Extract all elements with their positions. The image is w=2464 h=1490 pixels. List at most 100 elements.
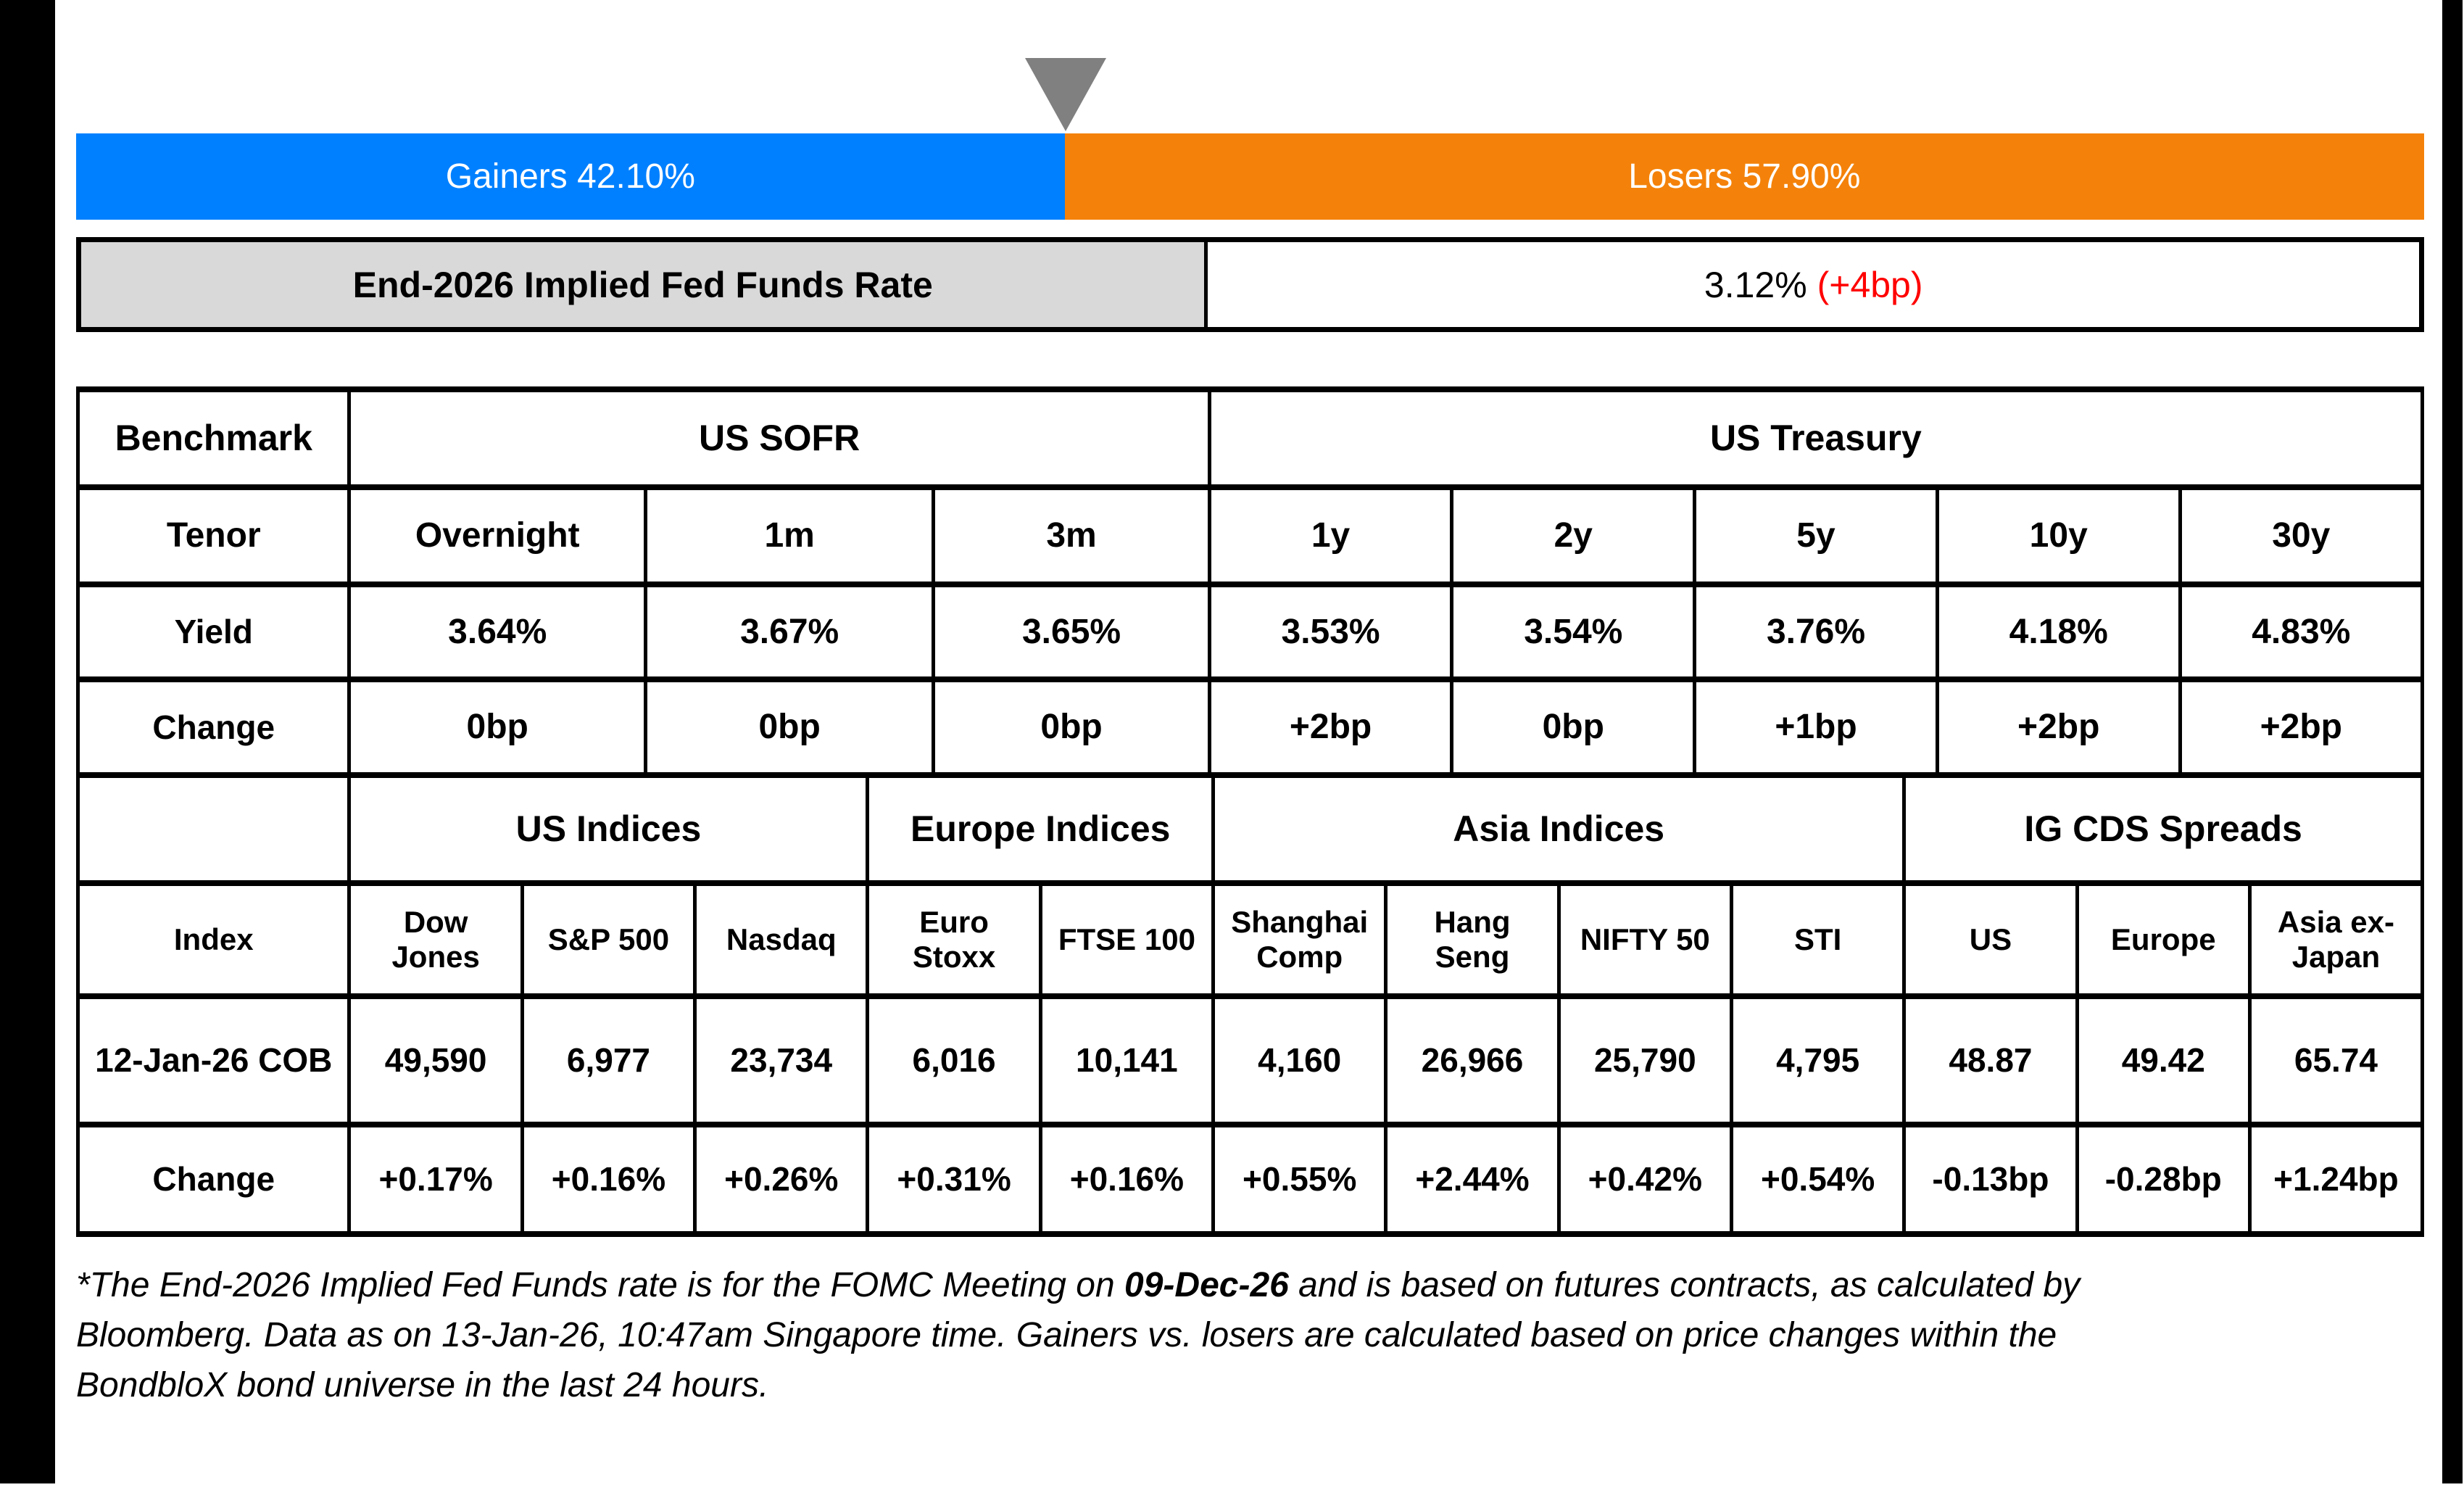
tenor-header-cell: 1y: [1207, 484, 1454, 587]
tenor-header-cell: 1m: [643, 484, 936, 587]
indices-empty-corner-cell: [75, 772, 352, 886]
gainers-label: Gainers 42.10%: [445, 157, 695, 196]
index-value-cell: 48.87: [1902, 993, 2079, 1127]
index-value-cell: 6,016: [866, 993, 1042, 1127]
benchmark-change-cell: 0bp: [643, 676, 936, 778]
tenor-header-cell: 3m: [932, 484, 1211, 587]
ig-cds-spreads-group-header: IG CDS Spreads: [1902, 772, 2424, 886]
index-value-cell: 26,966: [1384, 993, 1561, 1127]
index-change-cell: -0.28bp: [2075, 1122, 2252, 1237]
index-header-cell: Hang Seng: [1384, 880, 1561, 999]
cob-date-label-cell: 12-Jan-26 COB: [75, 993, 352, 1127]
index-header-row: Index Dow Jones S&P 500 Nasdaq Euro Stox…: [75, 880, 2425, 999]
index-change-label-cell: Change: [75, 1122, 352, 1237]
tenor-header-cell: 10y: [1935, 484, 2182, 587]
yield-value-cell: 4.18%: [1935, 581, 2182, 682]
us-sofr-group-header: US SOFR: [347, 386, 1211, 490]
us-indices-group-header: US Indices: [347, 772, 870, 886]
benchmark-change-cell: 0bp: [1450, 676, 1697, 778]
benchmark-change-cell: 0bp: [932, 676, 1211, 778]
index-change-cell: +1.24bp: [2247, 1122, 2425, 1237]
europe-indices-group-header: Europe Indices: [866, 772, 1216, 886]
index-change-cell: +0.17%: [347, 1122, 524, 1237]
fed-funds-strip: End-2026 Implied Fed Funds Rate 3.12% (+…: [76, 237, 2424, 332]
yield-row: Yield 3.64% 3.67% 3.65% 3.53% 3.54% 3.76…: [75, 581, 2425, 682]
tenor-header-cell: Overnight: [347, 484, 647, 587]
index-change-cell: +0.55%: [1211, 1122, 1388, 1237]
benchmark-change-cell: +2bp: [1207, 676, 1454, 778]
index-header-cell: Asia ex- Japan: [2247, 880, 2425, 999]
losers-segment: Losers 57.90%: [1064, 133, 2424, 220]
index-value-cell: 6,977: [520, 993, 697, 1127]
benchmark-change-row: Change 0bp 0bp 0bp +2bp 0bp +1bp +2bp +2…: [75, 676, 2425, 778]
index-value-cell: 25,790: [1556, 993, 1733, 1127]
index-value-cell: 49.42: [2075, 993, 2252, 1127]
index-value-cell: 23,734: [693, 993, 870, 1127]
index-header-cell: FTSE 100: [1038, 880, 1216, 999]
tenor-header-cell: 30y: [2178, 484, 2425, 587]
fed-funds-label: End-2026 Implied Fed Funds Rate: [81, 242, 1208, 327]
index-header-cell: US: [1902, 880, 2079, 999]
tenor-header-cell: 5y: [1693, 484, 1939, 587]
index-header-cell: NIFTY 50: [1556, 880, 1733, 999]
benchmark-table: Benchmark US SOFR US Treasury Tenor Over…: [75, 386, 2425, 778]
footnote-bold-date: 09-Dec-26: [1124, 1266, 1289, 1304]
yield-value-cell: 3.76%: [1693, 581, 1939, 682]
asia-indices-group-header: Asia Indices: [1211, 772, 1907, 886]
footnote-text-start: *The End-2026 Implied Fed Funds rate is …: [76, 1266, 1125, 1304]
yield-label-cell: Yield: [75, 581, 352, 682]
benchmark-group-row: Benchmark US SOFR US Treasury: [75, 386, 2425, 490]
index-change-cell: -0.13bp: [1902, 1122, 2079, 1237]
index-change-cell: +0.54%: [1729, 1122, 1907, 1237]
gainers-losers-bar: Gainers 42.10% Losers 57.90%: [76, 133, 2424, 220]
benchmark-change-cell: +1bp: [1693, 676, 1939, 778]
benchmark-change-label-cell: Change: [75, 676, 352, 778]
us-treasury-group-header: US Treasury: [1207, 386, 2425, 490]
index-header-cell: Europe: [2075, 880, 2252, 999]
footnote: *The End-2026 Implied Fed Funds rate is …: [76, 1260, 2367, 1410]
right-black-band: [2442, 0, 2463, 1483]
indices-table: US Indices Europe Indices Asia Indices I…: [75, 772, 2425, 1237]
tenor-header-cell: 2y: [1450, 484, 1697, 587]
benchmark-change-cell: 0bp: [347, 676, 647, 778]
yield-value-cell: 3.67%: [643, 581, 936, 682]
yield-value-cell: 3.53%: [1207, 581, 1454, 682]
benchmark-change-cell: +2bp: [2178, 676, 2425, 778]
index-label-cell: Index: [75, 880, 352, 999]
yield-value-cell: 4.83%: [2178, 581, 2425, 682]
index-change-cell: +0.26%: [693, 1122, 870, 1237]
index-header-cell: Euro Stoxx: [866, 880, 1042, 999]
index-header-cell: Nasdaq: [693, 880, 870, 999]
fed-funds-value: 3.12% (+4bp): [1208, 242, 2419, 327]
index-change-cell: +0.42%: [1556, 1122, 1733, 1237]
index-value-cell: 10,141: [1038, 993, 1216, 1127]
yield-value-cell: 3.65%: [932, 581, 1211, 682]
index-header-cell: Dow Jones: [347, 880, 524, 999]
footnote-text-end: and is based on futures contracts, as ca…: [76, 1266, 2081, 1404]
tenor-row: Tenor Overnight 1m 3m 1y 2y 5y 10y 30y: [75, 484, 2425, 587]
content-area: Gainers 42.10% Losers 57.90% End-2026 Im…: [75, 0, 2425, 1490]
fed-funds-rate: 3.12%: [1704, 264, 1807, 305]
index-value-cell: 65.74: [2247, 993, 2425, 1127]
yield-value-cell: 3.54%: [1450, 581, 1697, 682]
index-change-cell: +2.44%: [1384, 1122, 1561, 1237]
index-change-row: Change +0.17% +0.16% +0.26% +0.31% +0.16…: [75, 1122, 2425, 1237]
gainers-segment: Gainers 42.10%: [76, 133, 1065, 220]
index-value-cell: 4,795: [1729, 993, 1907, 1127]
index-value-cell: 4,160: [1211, 993, 1388, 1127]
index-header-cell: Shanghai Comp: [1211, 880, 1388, 999]
index-change-cell: +0.16%: [1038, 1122, 1216, 1237]
index-header-cell: S&P 500: [520, 880, 697, 999]
losers-label: Losers 57.90%: [1628, 157, 1861, 196]
fed-funds-space: [1807, 264, 1817, 306]
yield-value-cell: 3.64%: [347, 581, 647, 682]
gainers-losers-pointer-icon: [1025, 58, 1106, 131]
index-value-cell: 49,590: [347, 993, 524, 1127]
left-black-band: [0, 0, 55, 1483]
index-change-cell: +0.16%: [520, 1122, 697, 1237]
index-values-row: 12-Jan-26 COB 49,590 6,977 23,734 6,016 …: [75, 993, 2425, 1127]
tenor-label-cell: Tenor: [75, 484, 352, 587]
indices-group-row: US Indices Europe Indices Asia Indices I…: [75, 772, 2424, 886]
index-header-cell: STI: [1729, 880, 1907, 999]
benchmark-change-cell: +2bp: [1935, 676, 2182, 778]
